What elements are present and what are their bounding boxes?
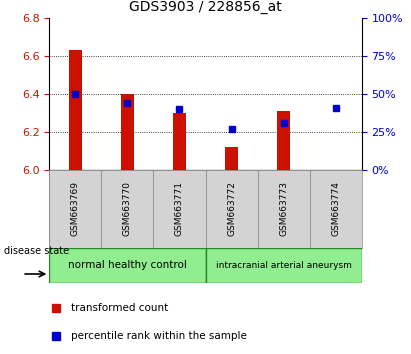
Text: intracranial arterial aneurysm: intracranial arterial aneurysm [216, 261, 351, 270]
Bar [153, 170, 206, 248]
Text: GSM663774: GSM663774 [331, 181, 340, 236]
Text: GSM663771: GSM663771 [175, 181, 184, 236]
Text: percentile rank within the sample: percentile rank within the sample [71, 331, 247, 341]
Bar [49, 248, 206, 283]
Bar [309, 170, 362, 248]
Bar [206, 248, 362, 283]
Text: GSM663770: GSM663770 [123, 181, 132, 236]
Bar [225, 147, 238, 170]
Bar [277, 111, 290, 170]
Text: normal healthy control: normal healthy control [68, 261, 187, 270]
Text: disease state: disease state [4, 246, 69, 256]
Bar [102, 170, 153, 248]
Bar [173, 113, 186, 170]
Bar [121, 94, 134, 170]
Text: GSM663772: GSM663772 [227, 181, 236, 236]
Bar [258, 170, 309, 248]
Title: GDS3903 / 228856_at: GDS3903 / 228856_at [129, 0, 282, 14]
Text: GSM663769: GSM663769 [71, 181, 80, 236]
Bar [206, 170, 258, 248]
Text: transformed count: transformed count [71, 303, 169, 313]
Text: GSM663773: GSM663773 [279, 181, 288, 236]
Bar [69, 50, 82, 170]
Bar [49, 170, 102, 248]
